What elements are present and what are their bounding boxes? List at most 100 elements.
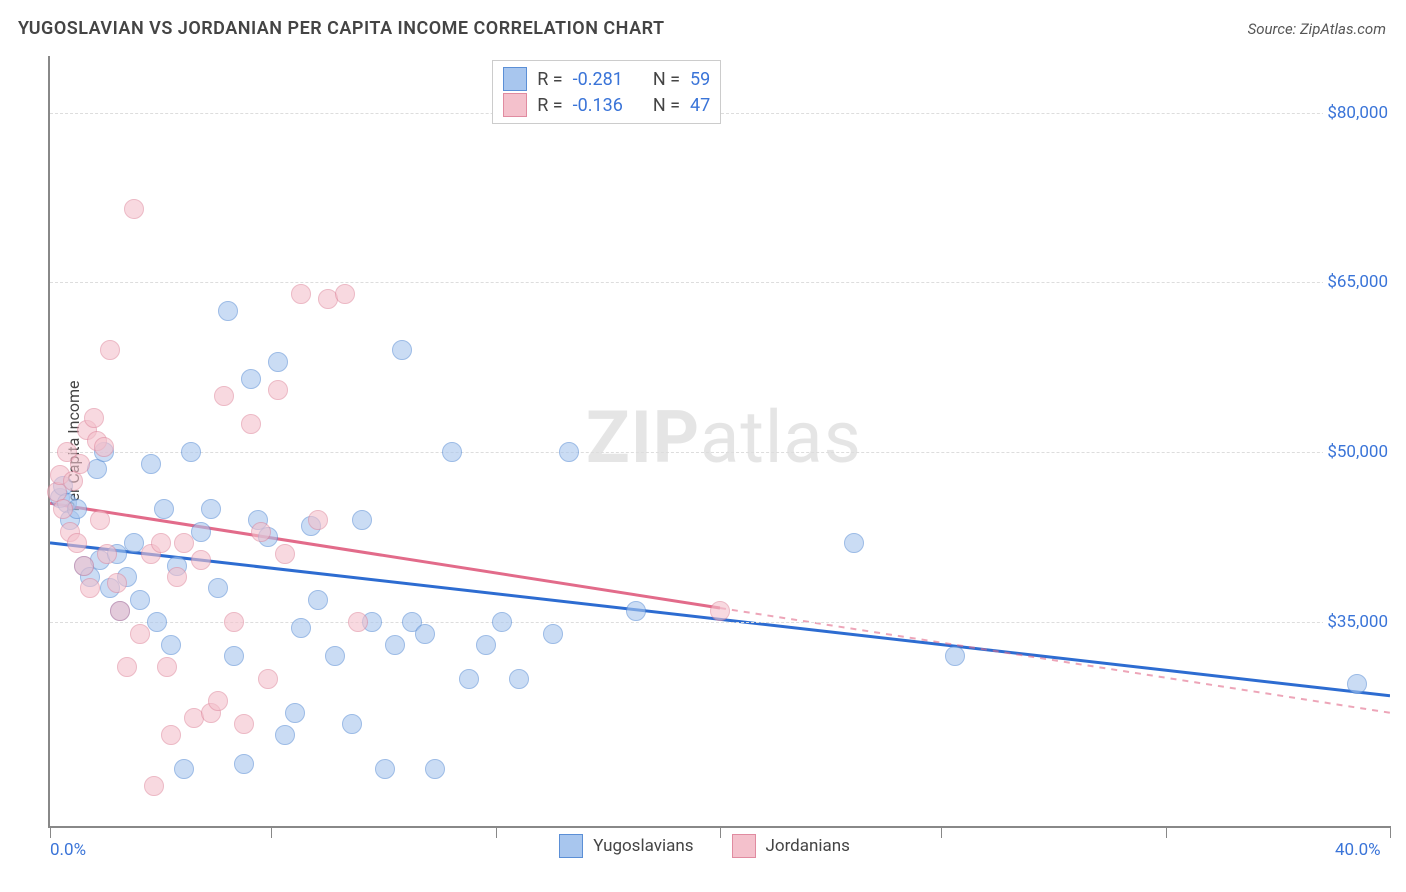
data-point [559, 442, 579, 462]
data-point [241, 414, 261, 434]
legend: Yugoslavians Jordanians [559, 834, 878, 858]
data-point [218, 301, 238, 321]
data-point [325, 646, 345, 666]
r-label: R = [537, 69, 562, 90]
data-point [181, 442, 201, 462]
source-label: Source: ZipAtlas.com [1248, 20, 1386, 38]
data-point [258, 669, 278, 689]
data-point [459, 669, 479, 689]
watermark: ZIPatlas [586, 395, 862, 480]
data-point [945, 646, 965, 666]
legend-swatch [559, 834, 583, 858]
data-point [154, 499, 174, 519]
watermark-bold: ZIP [586, 395, 700, 480]
data-point [74, 556, 94, 576]
data-point [84, 408, 104, 428]
x-tick-label: 0.0% [50, 840, 86, 860]
data-point [224, 612, 244, 632]
data-point [174, 533, 194, 553]
data-point [110, 601, 130, 621]
data-point [268, 352, 288, 372]
data-point [385, 635, 405, 655]
stats-box: R = -0.281 N = 59 R = -0.136 N = 47 [492, 60, 721, 124]
data-point [130, 590, 150, 610]
r-value: -0.281 [573, 69, 623, 90]
x-tick [271, 826, 272, 838]
data-point [224, 646, 244, 666]
data-point [348, 612, 368, 632]
data-point [241, 369, 261, 389]
data-point [208, 578, 228, 598]
r-value: -0.136 [573, 95, 623, 116]
data-point [509, 669, 529, 689]
data-point [710, 601, 730, 621]
data-point [161, 635, 181, 655]
plot-area: ZIPatlas $35,000$50,000$65,000$80,0000.0… [48, 56, 1390, 828]
legend-swatch [503, 67, 527, 91]
data-point [201, 499, 221, 519]
data-point [492, 612, 512, 632]
data-point [234, 714, 254, 734]
data-point [214, 386, 234, 406]
gridline [50, 282, 1390, 283]
x-tick [496, 826, 497, 838]
n-label: N = [653, 95, 680, 116]
n-label: N = [653, 69, 680, 90]
data-point [275, 544, 295, 564]
data-point [234, 754, 254, 774]
data-point [342, 714, 362, 734]
data-point [352, 510, 372, 530]
r-label: R = [537, 95, 562, 116]
data-point [53, 499, 73, 519]
legend-label: Jordanians [766, 836, 850, 856]
trend-lines [50, 56, 1390, 826]
data-point [291, 618, 311, 638]
data-point [97, 544, 117, 564]
data-point [70, 454, 90, 474]
legend-label: Yugoslavians [593, 836, 693, 856]
data-point [174, 759, 194, 779]
data-point [308, 510, 328, 530]
data-point [130, 624, 150, 644]
data-point [392, 340, 412, 360]
data-point [124, 199, 144, 219]
stats-row: R = -0.281 N = 59 [503, 67, 710, 91]
data-point [268, 380, 288, 400]
data-point [167, 567, 187, 587]
x-tick [941, 826, 942, 838]
x-tick [1166, 826, 1167, 838]
y-tick-label: $80,000 [1323, 103, 1392, 123]
watermark-rest: atlas [700, 395, 862, 480]
x-tick-label: 40.0% [1335, 840, 1381, 860]
chart-container: YUGOSLAVIAN VS JORDANIAN PER CAPITA INCO… [0, 0, 1406, 892]
y-tick-label: $35,000 [1323, 612, 1392, 632]
data-point [285, 703, 305, 723]
data-point [157, 657, 177, 677]
data-point [144, 776, 164, 796]
stats-row: R = -0.136 N = 47 [503, 93, 710, 117]
data-point [442, 442, 462, 462]
data-point [844, 533, 864, 553]
gridline [50, 622, 1390, 623]
data-point [147, 612, 167, 632]
data-point [308, 590, 328, 610]
legend-swatch [503, 93, 527, 117]
y-tick-label: $65,000 [1323, 272, 1392, 292]
data-point [476, 635, 496, 655]
data-point [141, 454, 161, 474]
y-tick-label: $50,000 [1323, 442, 1392, 462]
n-value: 59 [690, 69, 710, 90]
data-point [67, 533, 87, 553]
data-point [626, 601, 646, 621]
n-value: 47 [690, 95, 710, 116]
trend-line-dashed [720, 608, 1390, 713]
data-point [251, 522, 271, 542]
data-point [100, 340, 120, 360]
data-point [1347, 674, 1367, 694]
data-point [90, 510, 110, 530]
data-point [291, 284, 311, 304]
data-point [375, 759, 395, 779]
data-point [275, 725, 295, 745]
chart-title: YUGOSLAVIAN VS JORDANIAN PER CAPITA INCO… [18, 18, 665, 39]
gridline [50, 452, 1390, 453]
